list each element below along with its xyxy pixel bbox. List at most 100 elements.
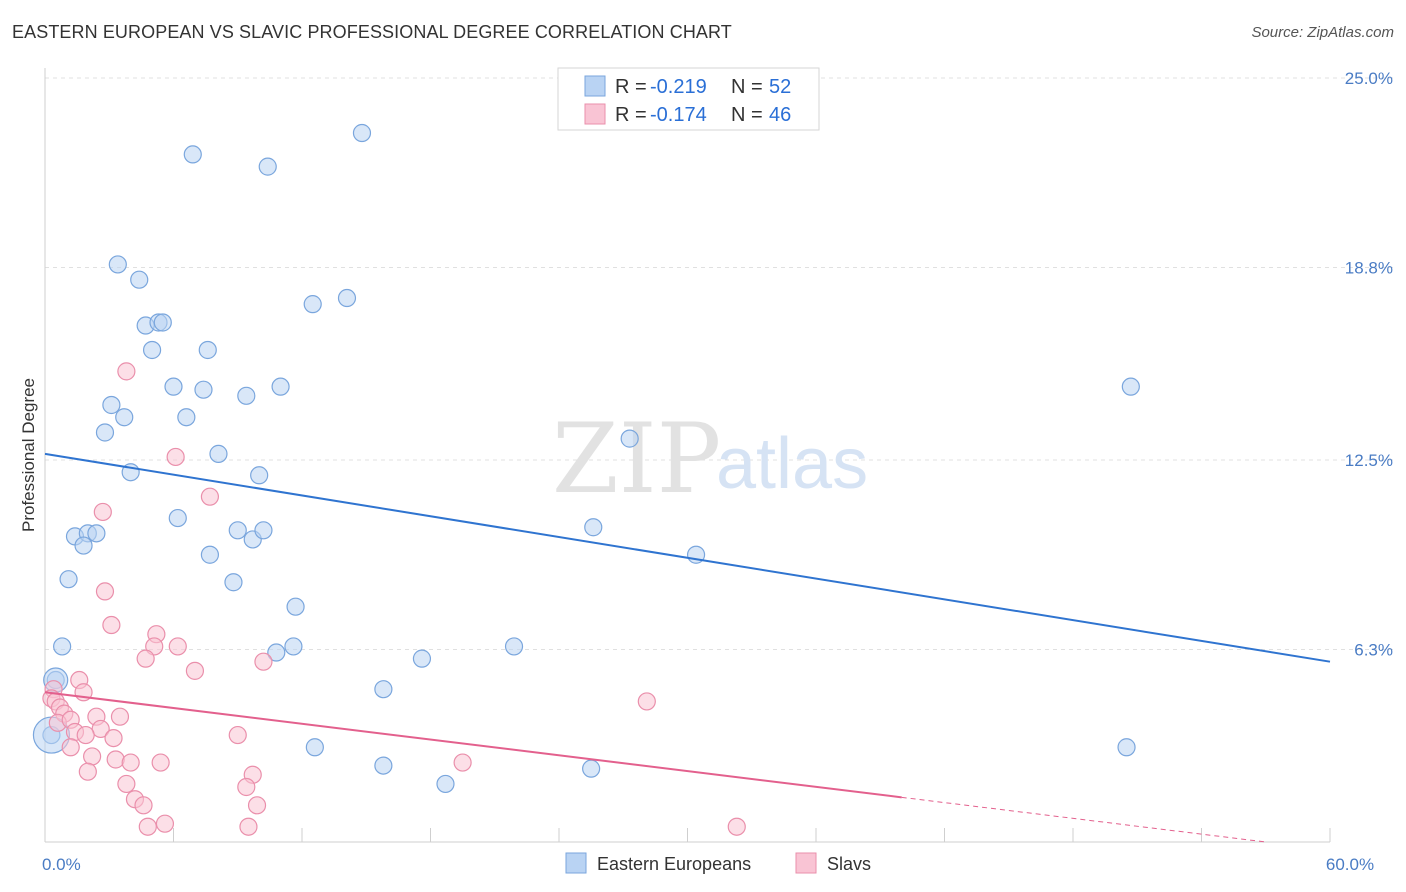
y-tick-label-3: 25.0%	[1345, 69, 1393, 88]
slav-point-5	[102, 615, 121, 635]
eastern-european-point-49	[582, 759, 601, 778]
eastern-european-point-6	[337, 288, 357, 308]
eastern-european-point-42	[412, 649, 432, 668]
eastern-european-point-19	[177, 408, 196, 427]
bottom-legend-slavs: Slavs	[827, 854, 871, 874]
eastern-european-point-30	[228, 521, 247, 540]
legend-n-label-pink: N =	[731, 104, 763, 126]
eastern-european-point-9	[153, 313, 172, 332]
eastern-european-point-1	[258, 157, 277, 176]
y-tick-label-2: 18.8%	[1345, 258, 1393, 277]
eastern-european-point-51	[1117, 738, 1136, 757]
x-tick-label-1: 60.0%	[1326, 855, 1374, 874]
watermark-atlas: atlas	[716, 424, 868, 504]
slav-point-27	[61, 738, 80, 757]
eastern-european-point-45	[374, 680, 393, 699]
x-tick-labels: 0.0% 60.0%	[42, 855, 1374, 874]
slav-point-33	[78, 762, 97, 781]
slav-point-28	[228, 725, 247, 745]
eastern-european-point-11	[198, 340, 217, 360]
slav-point-9	[136, 649, 155, 668]
legend-n-label-blue: N =	[731, 76, 763, 98]
slav-point-2	[200, 487, 220, 506]
eastern-european-point-26	[584, 518, 603, 537]
eastern-european-point-41	[284, 637, 303, 656]
legend-swatch-pink	[584, 103, 606, 125]
eastern-european-point-13	[194, 380, 213, 399]
slav-point-43	[727, 817, 746, 836]
eastern-european-point-12	[164, 377, 183, 396]
slav-point-1	[166, 447, 185, 467]
trend-lines	[44, 452, 1331, 843]
bottom-legend-eastern-europeans: Eastern Europeans	[597, 854, 751, 874]
eastern-european-point-29	[87, 524, 106, 543]
slav-point-25	[104, 728, 123, 748]
eastern-european-point-14	[237, 386, 256, 405]
trend-line-1	[44, 691, 902, 799]
slav-point-41	[155, 814, 175, 833]
eastern-european-point-5	[303, 295, 322, 314]
eastern-european-point-0	[183, 145, 202, 164]
slav-point-29	[83, 747, 102, 766]
eastern-european-point-37	[224, 573, 243, 592]
slav-point-38	[134, 796, 153, 815]
eastern-european-point-16	[1121, 377, 1140, 396]
legend-n-value-blue: 52	[769, 76, 791, 98]
trend-line-0	[44, 452, 1331, 663]
eastern-european-point-39	[53, 637, 72, 656]
eastern-european-point-38	[286, 597, 305, 616]
eastern-european-point-21	[209, 444, 228, 463]
eastern-european-point-10	[142, 340, 162, 360]
y-tick-labels: 6.3% 12.5% 18.8% 25.0%	[1345, 69, 1393, 659]
watermark-zip: ZIP	[552, 403, 721, 515]
slav-point-35	[117, 774, 136, 794]
legend-r-value-pink: -0.174	[650, 104, 707, 126]
eastern-european-point-3	[108, 255, 127, 274]
eastern-european-point-20	[95, 423, 115, 442]
slav-point-4	[95, 582, 115, 601]
eastern-european-point-33	[74, 536, 93, 555]
eastern-european-point-17	[102, 395, 121, 415]
slav-point-11	[185, 661, 205, 680]
eastern-european-point-4	[130, 270, 149, 289]
eastern-european-point-25	[168, 508, 187, 528]
slav-point-0	[117, 362, 136, 381]
eastern-european-point-15	[271, 377, 290, 396]
slav-point-31	[121, 753, 140, 772]
chart-title: EASTERN EUROPEAN VS SLAVIC PROFESSIONAL …	[12, 22, 732, 42]
y-tick-label-1: 12.5%	[1345, 451, 1393, 470]
eastern-european-point-22	[620, 429, 639, 448]
slav-point-7	[168, 637, 187, 656]
legend-r-label-pink: R =	[615, 104, 647, 126]
eastern-european-point-34	[200, 545, 220, 564]
trend-line-extension-1	[901, 796, 1266, 843]
eastern-european-point-48	[374, 756, 393, 775]
bottom-legend-swatch-blue	[565, 852, 587, 874]
slav-point-40	[138, 817, 157, 836]
slav-point-44	[637, 692, 656, 711]
axes	[44, 68, 1331, 843]
source-attribution: Source: ZipAtlas.com	[1251, 24, 1394, 41]
eastern-european-point-40	[267, 643, 286, 662]
x-tick-label-0: 0.0%	[42, 855, 81, 874]
eastern-european-point-32	[254, 521, 273, 540]
slav-point-26	[76, 725, 95, 745]
bottom-legend: Eastern Europeans Slavs	[565, 852, 871, 874]
top-legend: R = -0.219 N = 52 R = -0.174 N = 46	[557, 67, 820, 131]
slav-point-10	[254, 652, 273, 671]
slav-point-32	[151, 753, 170, 772]
bottom-legend-swatch-pink	[795, 852, 817, 874]
eastern-european-point-43	[504, 637, 524, 656]
slav-point-22	[110, 707, 130, 726]
eastern-european-point-18	[115, 408, 134, 427]
slav-point-3	[93, 502, 112, 522]
eastern-european-point-50	[436, 774, 455, 794]
legend-swatch-blue	[584, 75, 606, 97]
legend-r-value-blue: -0.219	[650, 76, 707, 98]
legend-r-label-blue: R =	[615, 76, 647, 98]
eastern-european-point-24	[250, 466, 269, 485]
slav-point-36	[237, 777, 256, 797]
y-axis-title: Professional Degree	[19, 378, 38, 532]
legend-n-value-pink: 46	[769, 104, 791, 126]
